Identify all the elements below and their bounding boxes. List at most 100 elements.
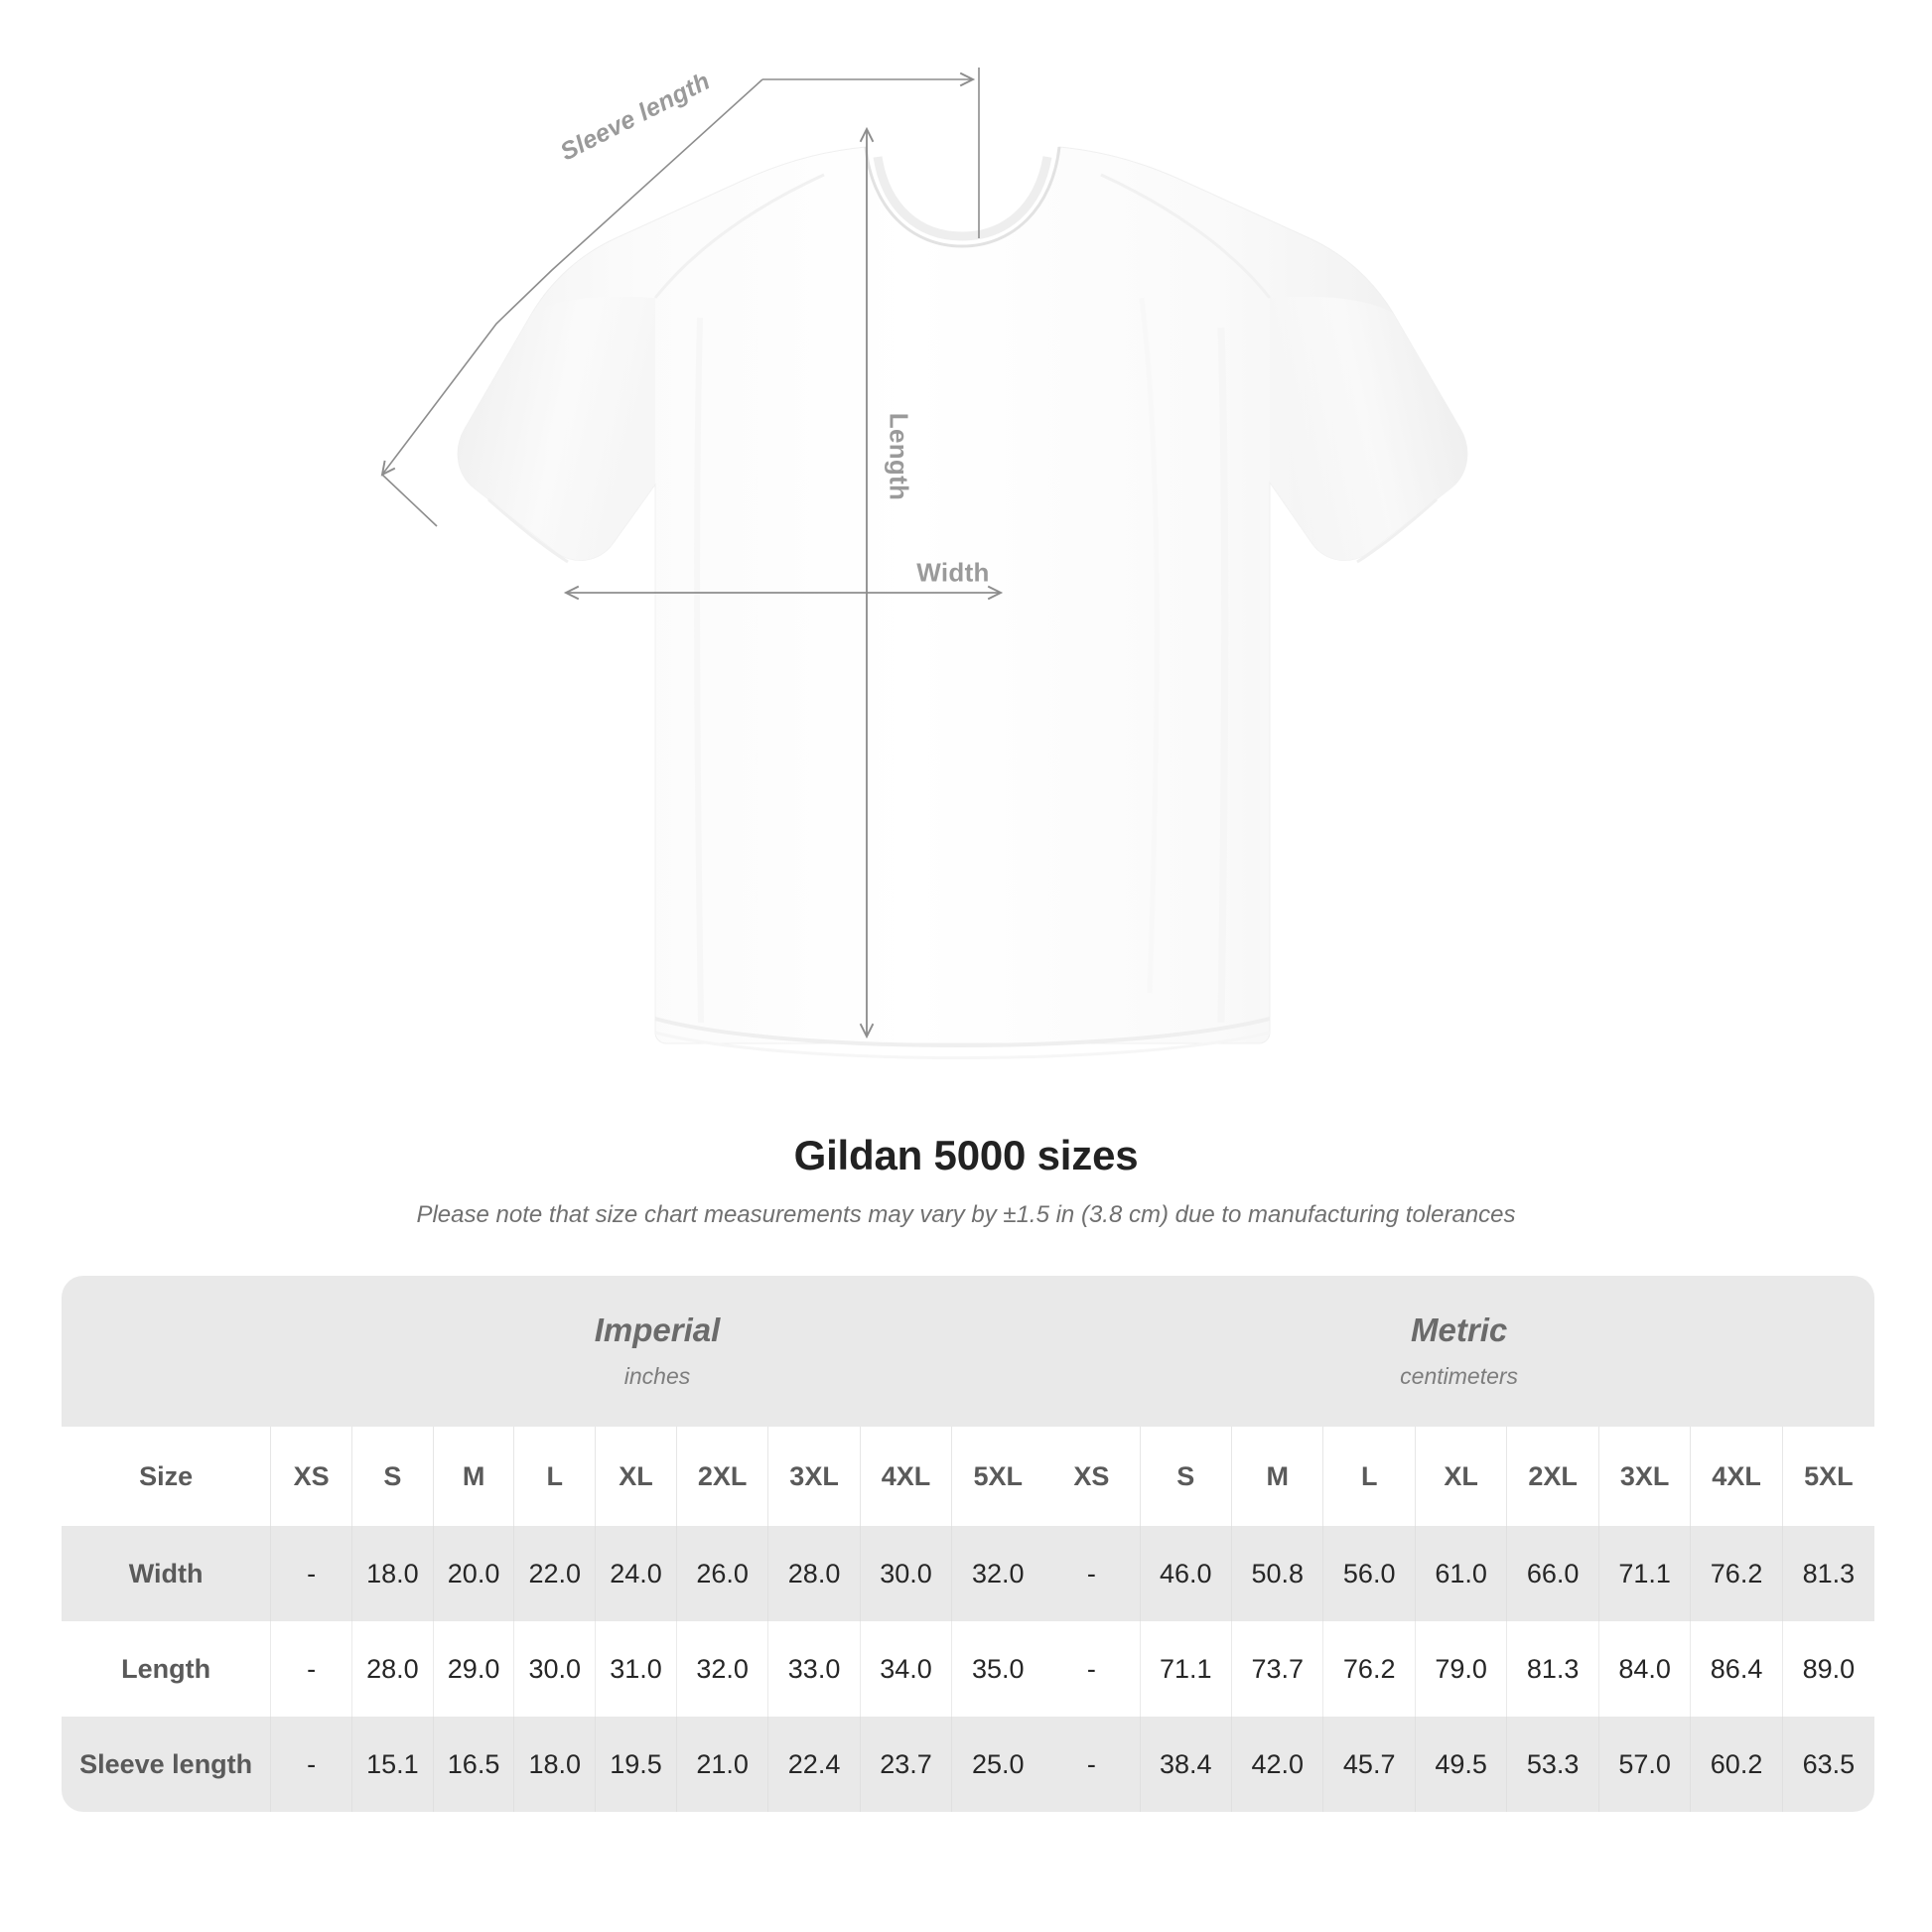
cell-length-metric-m: 73.7 [1230, 1621, 1323, 1717]
cell-sleeve-metric-m: 42.0 [1230, 1717, 1323, 1812]
chart-heading: Gildan 5000 sizes Please note that size … [0, 1132, 1932, 1229]
imperial-subtitle: inches [623, 1362, 691, 1389]
cell-length-imperial-xl: 31.0 [595, 1621, 677, 1717]
cell-length-imperial-2xl: 32.0 [675, 1621, 768, 1717]
cell-sleeve-imperial-l: 18.0 [513, 1717, 596, 1812]
metric-title: Metric [1411, 1311, 1508, 1349]
cell-length-imperial-m: 29.0 [432, 1621, 514, 1717]
cell-width-imperial-s: 18.0 [350, 1526, 434, 1621]
cell-width-imperial-m: 20.0 [432, 1526, 514, 1621]
cell-width-metric-s: 46.0 [1139, 1526, 1232, 1621]
size-table: Imperial inches Metric centimeters Size … [62, 1276, 1874, 1812]
cell-sleeve-imperial-xl: 19.5 [595, 1717, 677, 1812]
row-label-sleeve-length: Sleeve length [62, 1717, 271, 1812]
size-header-metric-xs: XS [1043, 1427, 1141, 1526]
cell-length-imperial-s: 28.0 [350, 1621, 434, 1717]
cell-sleeve-imperial-xs: - [270, 1717, 352, 1812]
size-header-metric-m: M [1230, 1427, 1323, 1526]
cell-width-imperial-l: 22.0 [513, 1526, 596, 1621]
cell-sleeve-metric-4xl: 60.2 [1690, 1717, 1783, 1812]
cell-width-metric-5xl: 81.3 [1781, 1526, 1874, 1621]
cell-sleeve-imperial-3xl: 22.4 [767, 1717, 861, 1812]
size-header-imperial-l: L [513, 1427, 596, 1526]
cell-sleeve-metric-2xl: 53.3 [1506, 1717, 1599, 1812]
table-row: Length - 28.0 29.0 30.0 31.0 32.0 33.0 3… [62, 1621, 1874, 1717]
cell-length-imperial-4xl: 34.0 [859, 1621, 952, 1717]
cell-sleeve-metric-xs: - [1043, 1717, 1141, 1812]
cell-length-imperial-3xl: 33.0 [767, 1621, 861, 1717]
size-header-imperial-3xl: 3XL [767, 1427, 861, 1526]
cell-width-imperial-5xl: 32.0 [951, 1526, 1044, 1621]
cell-width-metric-4xl: 76.2 [1690, 1526, 1783, 1621]
cell-sleeve-metric-xl: 49.5 [1414, 1717, 1507, 1812]
size-header-imperial-xs: XS [270, 1427, 352, 1526]
unit-header-imperial: Imperial inches [270, 1276, 1044, 1427]
cell-width-metric-l: 56.0 [1322, 1526, 1416, 1621]
cell-length-metric-l: 76.2 [1322, 1621, 1416, 1717]
size-header-imperial-xl: XL [595, 1427, 677, 1526]
cell-sleeve-metric-s: 38.4 [1139, 1717, 1232, 1812]
cell-length-metric-s: 71.1 [1139, 1621, 1232, 1717]
unit-header-row: Imperial inches Metric centimeters [62, 1276, 1874, 1427]
cell-length-metric-5xl: 89.0 [1781, 1621, 1874, 1717]
unit-header-metric: Metric centimeters [1043, 1276, 1874, 1427]
cell-length-metric-2xl: 81.3 [1506, 1621, 1599, 1717]
table-row: Sleeve length - 15.1 16.5 18.0 19.5 21.0… [62, 1717, 1874, 1812]
size-header-imperial-4xl: 4XL [859, 1427, 952, 1526]
cell-width-metric-xl: 61.0 [1414, 1526, 1507, 1621]
cell-length-metric-xl: 79.0 [1414, 1621, 1507, 1717]
size-header-metric-s: S [1139, 1427, 1232, 1526]
cell-sleeve-imperial-2xl: 21.0 [675, 1717, 768, 1812]
tshirt-diagram [380, 68, 1468, 1059]
size-table-container: Imperial inches Metric centimeters Size … [62, 1276, 1874, 1812]
metric-subtitle: centimeters [1400, 1362, 1519, 1389]
size-header-metric-xl: XL [1414, 1427, 1507, 1526]
cell-length-imperial-xs: - [270, 1621, 352, 1717]
cell-width-metric-2xl: 66.0 [1506, 1526, 1599, 1621]
length-label: Length [884, 412, 914, 501]
size-header-metric-3xl: 3XL [1597, 1427, 1691, 1526]
garment-illustration: Sleeve length Length Width [380, 67, 1468, 1059]
cell-sleeve-metric-5xl: 63.5 [1781, 1717, 1874, 1812]
cell-length-imperial-l: 30.0 [513, 1621, 596, 1717]
size-header-row: Size XS S M L XL 2XL 3XL 4XL 5XL XS S M … [62, 1427, 1874, 1526]
size-header-imperial-s: S [350, 1427, 434, 1526]
size-header-metric-l: L [1322, 1427, 1416, 1526]
cell-length-imperial-5xl: 35.0 [951, 1621, 1044, 1717]
cell-length-metric-xs: - [1043, 1621, 1141, 1717]
size-header-imperial-m: M [432, 1427, 514, 1526]
row-label-length: Length [62, 1621, 271, 1717]
table-row: Width - 18.0 20.0 22.0 24.0 26.0 28.0 30… [62, 1526, 1874, 1621]
size-header-metric-2xl: 2XL [1506, 1427, 1599, 1526]
size-header-imperial-2xl: 2XL [675, 1427, 768, 1526]
size-header-label: Size [62, 1427, 271, 1526]
cell-width-imperial-3xl: 28.0 [767, 1526, 861, 1621]
imperial-title: Imperial [594, 1311, 721, 1349]
size-header-metric-5xl: 5XL [1781, 1427, 1874, 1526]
cell-sleeve-imperial-s: 15.1 [350, 1717, 434, 1812]
unit-header-spacer [62, 1276, 271, 1427]
cell-width-imperial-xl: 24.0 [595, 1526, 677, 1621]
sleeve-length-arrow [380, 68, 980, 527]
cell-width-metric-xs: - [1043, 1526, 1141, 1621]
tshirt-shape [457, 146, 1468, 1059]
size-header-imperial-5xl: 5XL [951, 1427, 1044, 1526]
cell-sleeve-metric-l: 45.7 [1322, 1717, 1416, 1812]
cell-sleeve-imperial-4xl: 23.7 [859, 1717, 952, 1812]
cell-width-imperial-2xl: 26.0 [675, 1526, 768, 1621]
cell-width-metric-3xl: 71.1 [1597, 1526, 1691, 1621]
cell-length-metric-4xl: 86.4 [1690, 1621, 1783, 1717]
cell-length-metric-3xl: 84.0 [1597, 1621, 1691, 1717]
cell-sleeve-imperial-5xl: 25.0 [951, 1717, 1044, 1812]
size-header-metric-4xl: 4XL [1690, 1427, 1783, 1526]
row-label-width: Width [62, 1526, 271, 1621]
width-label: Width [916, 557, 990, 588]
tolerance-note: Please note that size chart measurements… [416, 1201, 1516, 1228]
cell-width-imperial-xs: - [270, 1526, 352, 1621]
cell-sleeve-metric-3xl: 57.0 [1597, 1717, 1691, 1812]
cell-width-imperial-4xl: 30.0 [859, 1526, 952, 1621]
page-title: Gildan 5000 sizes [793, 1132, 1139, 1178]
cell-width-metric-m: 50.8 [1230, 1526, 1323, 1621]
cell-sleeve-imperial-m: 16.5 [432, 1717, 514, 1812]
